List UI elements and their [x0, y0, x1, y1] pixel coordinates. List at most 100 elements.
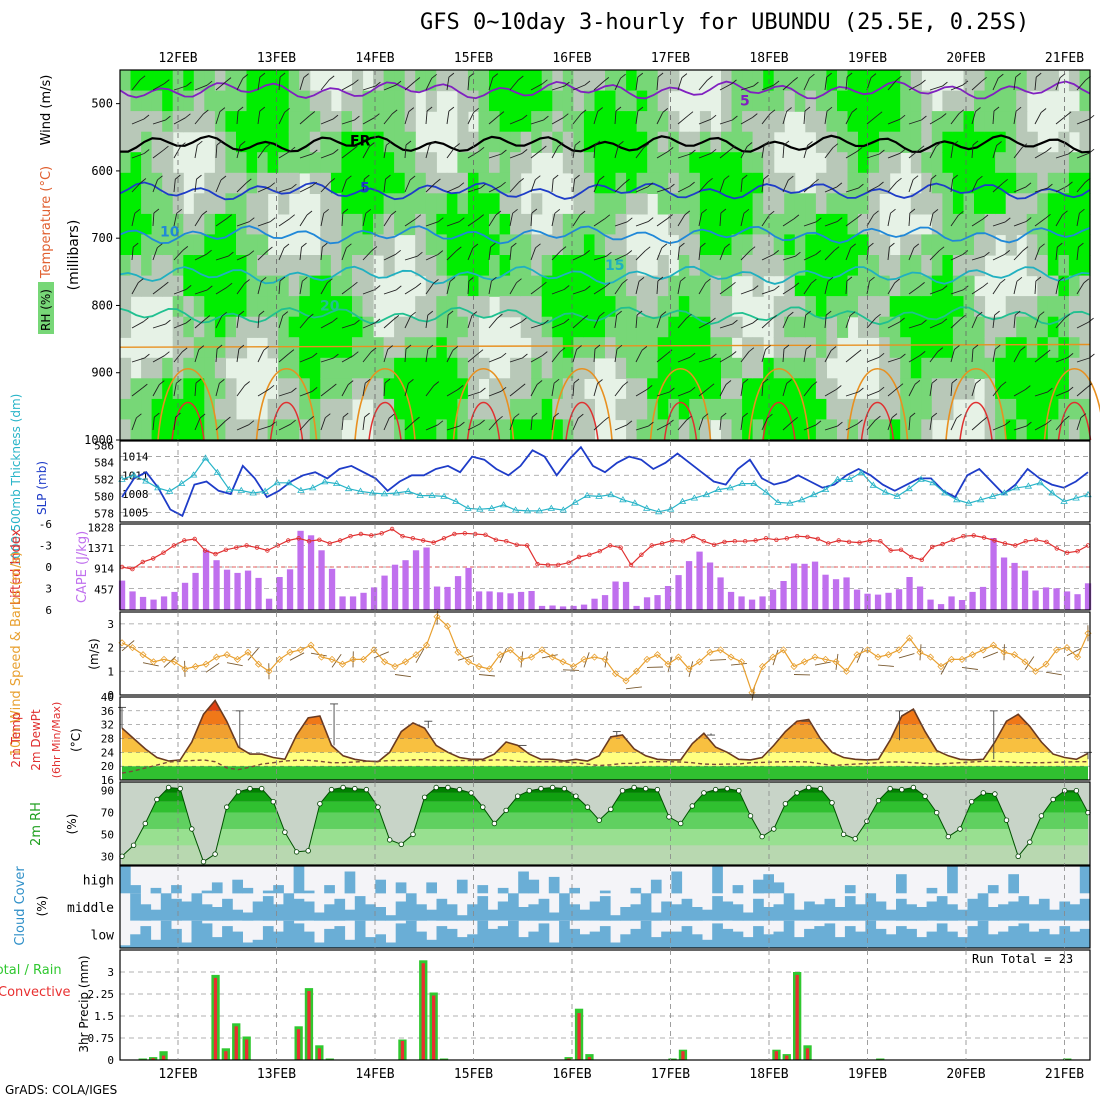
rh-cell [815, 70, 827, 92]
rh-cell [942, 152, 954, 174]
rh-cell [130, 70, 142, 92]
rh-cell [942, 193, 954, 215]
wind-barb-flag [909, 412, 916, 418]
cloud-middle-cell [181, 901, 192, 921]
wind10-point [590, 653, 599, 661]
rh-cell [847, 275, 859, 297]
bottom-date-label: 12FEB [158, 1067, 197, 1082]
wind-barb [572, 179, 576, 193]
wind10-panel-frame [119, 611, 1091, 696]
cloud-high-cell [324, 885, 335, 894]
rh-cell [826, 234, 838, 256]
rh-cell [489, 234, 501, 256]
wind-barb-flag [705, 278, 711, 284]
rh-cell [794, 357, 806, 379]
cloud-panel-frame [119, 865, 1091, 949]
wind-barb [551, 250, 562, 261]
wind-barb [803, 385, 813, 397]
lifted-point [389, 526, 395, 532]
rh-cell [499, 111, 511, 133]
wind-barb [761, 318, 772, 329]
rh2m-point [223, 804, 230, 810]
wind-barb-flag [746, 142, 753, 147]
wind-barb [656, 315, 662, 329]
rh-cell [731, 172, 743, 194]
wind10-barb [499, 647, 507, 663]
rh-cell [151, 131, 163, 153]
rh-cell [815, 337, 827, 359]
wind-barb-flag [1040, 108, 1047, 113]
wind10-point [422, 641, 431, 649]
rh2m-point [1050, 796, 1056, 803]
cape-bar [496, 592, 504, 610]
cloud-middle-cell [201, 904, 213, 921]
cape-bar [622, 581, 630, 610]
wind10-point [1042, 660, 1050, 668]
cloud-high-cell [395, 882, 407, 894]
rh-cell [341, 152, 353, 174]
rh-cell [826, 316, 838, 338]
cloud-low-cell [1049, 934, 1060, 948]
rh-cell [214, 378, 226, 400]
rh-cell [573, 193, 585, 215]
precip-convective-bar [567, 1058, 571, 1060]
rh-cell [678, 172, 690, 194]
cloud-row-label: low [91, 928, 115, 943]
cloud-middle-cell [569, 904, 580, 921]
rh-cell [278, 255, 290, 277]
wind-barb [845, 112, 853, 125]
rh-cell [626, 152, 638, 174]
isotherm-freezing [120, 134, 1091, 154]
rh-cell [910, 337, 922, 359]
rh-cell [984, 193, 996, 215]
rh-cell [995, 337, 1007, 359]
rh-cell [995, 152, 1007, 174]
rh-cell [562, 419, 574, 441]
rh-cell [352, 131, 364, 153]
rh-cell [320, 172, 332, 194]
rh-cell [805, 111, 817, 133]
cloud-middle-cell [160, 893, 172, 921]
wind-barb [761, 179, 765, 193]
wind10-point [338, 660, 347, 668]
rh-cell [267, 90, 279, 112]
wind-barb [299, 247, 302, 261]
cloud-middle-cell [375, 907, 386, 921]
cloud-high-cell [242, 887, 254, 894]
rh-cell [900, 234, 912, 256]
rh-cell [868, 193, 880, 215]
rh-cell [594, 296, 606, 318]
precip-axis-label: 3hr Precip (mm) [77, 955, 91, 1052]
cloud-middle-cell [814, 904, 825, 921]
lifted-point [815, 536, 821, 542]
wind-barb [152, 384, 160, 397]
wind-barb [320, 247, 323, 261]
wind-barb-flag [513, 413, 520, 419]
wind-barb [1055, 153, 1069, 159]
rh-cell [963, 275, 975, 297]
rh-cell [636, 70, 648, 92]
wind-barb [257, 281, 262, 295]
rh-cell [752, 337, 764, 359]
cloud-high-cell [150, 887, 162, 894]
rh-cell [583, 234, 595, 256]
rh-cell [278, 193, 290, 215]
rh-cell [721, 213, 733, 236]
rh-cell [594, 337, 606, 359]
rh-cell [952, 213, 964, 236]
rh-cell [257, 70, 269, 92]
cloud-middle-cell [610, 915, 621, 921]
rh-cell [373, 172, 385, 194]
rh-cell [678, 193, 690, 215]
thickness-tick-label: 586 [94, 439, 114, 452]
rh-cell [710, 152, 722, 174]
rh-cell [594, 275, 606, 297]
thickness-point [678, 497, 687, 504]
thickness-point [201, 454, 210, 461]
rh-cell [404, 193, 416, 215]
rh-cell [636, 316, 648, 338]
rh-cell [805, 193, 817, 215]
wind-barb-flag [185, 285, 192, 290]
slp-tick-label: 1008 [122, 488, 149, 501]
rh-cell [879, 90, 891, 112]
